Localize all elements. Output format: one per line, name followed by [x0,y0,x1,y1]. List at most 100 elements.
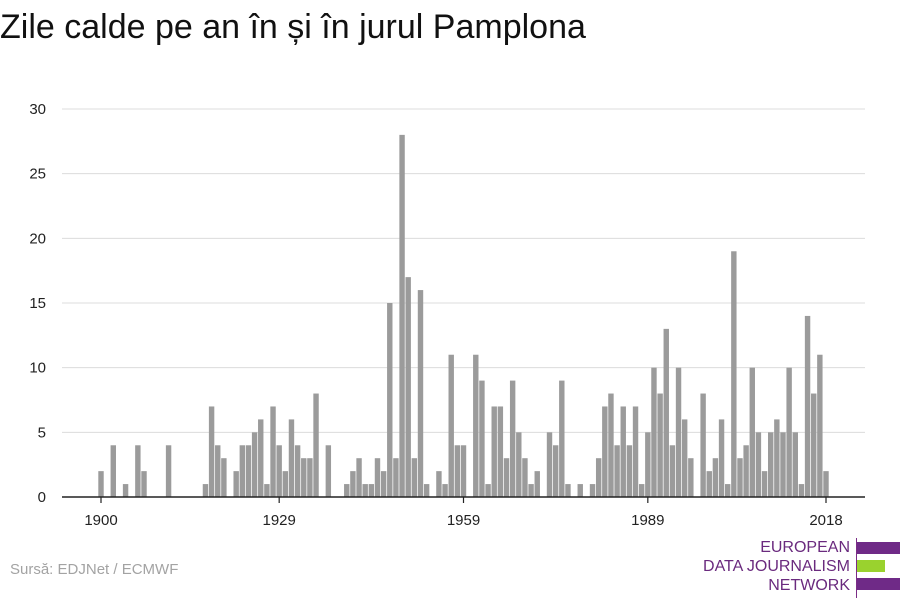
bar-2012 [786,367,792,497]
logo-line-3: NETWORK [768,577,850,594]
bar-1907 [141,471,147,497]
logo-bar-green [857,560,885,572]
bar-2017 [817,354,823,497]
bar-2010 [774,419,780,497]
bar-1932 [294,445,301,497]
y-tick-label: 15 [29,295,46,312]
bar-1995 [681,419,688,497]
bar-2004 [737,458,743,497]
bar-1957 [448,354,454,497]
bar-1933 [301,458,307,497]
bar-1946 [380,471,387,497]
bar-1920 [221,458,227,497]
bar-1940 [344,484,350,497]
bar-2015 [804,315,811,497]
bar-1925 [251,432,258,497]
bar-1966 [503,458,510,497]
bar-1950 [405,277,411,497]
chart-title: Zile calde pe an în și în jurul Pamplona [0,8,586,46]
bar-1969 [522,458,528,497]
x-axis: 1900 1929 1959 1989 2018 [84,497,843,529]
bar-2008 [761,471,768,497]
bar-1935 [313,393,319,497]
bar-2006 [749,367,755,497]
bars [98,134,829,497]
bar-1948 [393,458,399,497]
bar-1965 [497,406,504,497]
x-tick-label: 1929 [262,512,295,529]
bar-1949 [399,134,405,497]
bar-1970 [528,484,534,497]
bar-2009 [768,432,774,497]
bar-1900 [98,471,104,497]
source-note: Sursă: EDJNet / ECMWF [10,561,179,578]
bar-1919 [215,445,221,497]
bar-1927 [264,484,270,497]
bar-1974 [552,445,559,497]
bar-2002 [724,484,731,497]
bar-1991 [657,393,663,497]
bar-2001 [718,419,725,497]
bar-1999 [706,471,712,497]
x-tick-label: 1989 [631,512,664,529]
bar-1996 [688,458,694,497]
bar-1967 [509,380,516,497]
bar-1955 [436,471,442,497]
bar-1959 [460,445,467,497]
bar-1943 [362,484,368,497]
bar-2018 [823,471,829,497]
bar-1931 [288,419,295,497]
bar-1951 [411,458,418,497]
bar-1923 [239,445,246,497]
y-tick-label: 30 [29,101,46,118]
bar-2005 [743,445,749,497]
bar-1988 [638,484,645,497]
bar-1968 [516,432,522,497]
bar-1928 [270,406,276,497]
bar-1993 [669,445,676,497]
y-tick-label: 5 [38,424,46,441]
bar-1980 [589,484,596,497]
bar-1964 [491,406,497,497]
bar-2016 [811,393,817,497]
logo-line-1: EUROPEAN [760,539,850,556]
logo-bar-purple-bottom [857,578,900,590]
bar-1986 [626,445,633,497]
bar-1963 [485,484,491,497]
bar-1952 [417,290,424,497]
logo-line-2: DATA JOURNALISM [703,558,850,575]
bar-1944 [368,484,375,497]
bar-2013 [792,432,798,497]
bar-1926 [258,419,264,497]
bar-1998 [700,393,706,497]
bar-1958 [454,445,461,497]
bar-1918 [208,406,215,497]
bar-1904 [122,484,129,497]
bar-1937 [325,445,332,497]
bar-1929 [276,445,282,497]
bar-1934 [307,458,313,497]
bar-1989 [645,432,651,497]
x-tick-label: 1900 [84,512,117,529]
bar-1961 [473,354,479,497]
bar-1917 [202,484,209,497]
bar-1962 [479,380,485,497]
bar-2007 [755,432,762,497]
bar-1930 [282,471,289,497]
logo-divider [856,538,857,598]
bar-1984 [614,445,620,497]
bar-2011 [780,432,786,497]
bar-1990 [651,367,657,497]
bar-1982 [602,406,608,497]
bar-1941 [350,471,356,497]
bar-1985 [620,406,626,497]
bar-1947 [387,303,393,497]
bar-1987 [632,406,639,497]
logo-bar-purple-top [857,542,900,554]
bar-1992 [663,328,669,497]
bar-1976 [565,484,571,497]
y-axis: 0 5 10 15 20 25 30 [29,101,46,506]
y-tick-label: 25 [29,166,46,183]
bar-1978 [577,484,583,497]
